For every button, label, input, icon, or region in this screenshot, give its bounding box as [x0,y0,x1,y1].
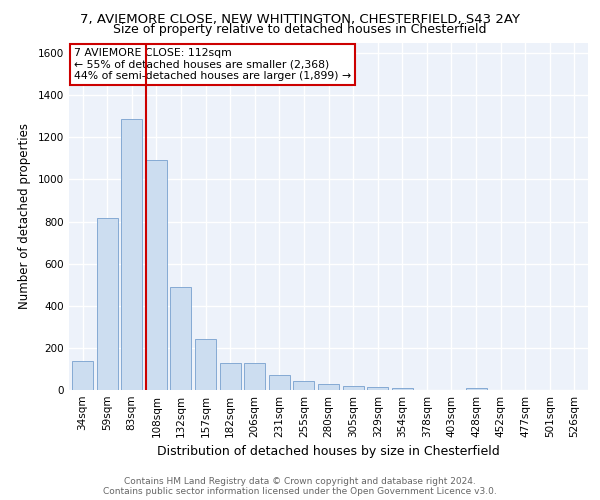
Text: Size of property relative to detached houses in Chesterfield: Size of property relative to detached ho… [113,22,487,36]
Y-axis label: Number of detached properties: Number of detached properties [18,123,31,309]
Text: 7 AVIEMORE CLOSE: 112sqm
← 55% of detached houses are smaller (2,368)
44% of sem: 7 AVIEMORE CLOSE: 112sqm ← 55% of detach… [74,48,352,81]
Bar [343,386,364,390]
Bar [146,160,167,390]
Bar [220,362,241,390]
Bar [170,287,191,390]
Bar [244,362,265,390]
Bar [269,376,290,390]
X-axis label: Distribution of detached houses by size in Chesterfield: Distribution of detached houses by size … [157,446,500,458]
Bar [97,218,118,390]
Bar [466,388,487,390]
Text: 7, AVIEMORE CLOSE, NEW WHITTINGTON, CHESTERFIELD, S43 2AY: 7, AVIEMORE CLOSE, NEW WHITTINGTON, CHES… [80,12,520,26]
Text: Contains HM Land Registry data © Crown copyright and database right 2024.: Contains HM Land Registry data © Crown c… [124,478,476,486]
Bar [318,384,339,390]
Bar [392,388,413,390]
Bar [195,340,216,390]
Text: Contains public sector information licensed under the Open Government Licence v3: Contains public sector information licen… [103,488,497,496]
Bar [367,387,388,390]
Bar [293,380,314,390]
Bar [72,360,93,390]
Bar [121,120,142,390]
